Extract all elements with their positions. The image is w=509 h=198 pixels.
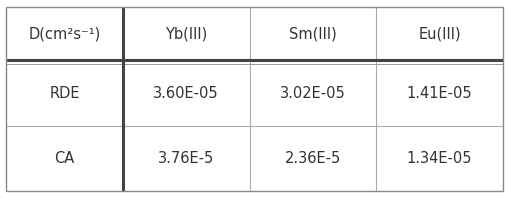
Text: D(cm²s⁻¹): D(cm²s⁻¹) — [29, 26, 101, 41]
Text: 3.02E-05: 3.02E-05 — [280, 86, 346, 101]
Text: 1.41E-05: 1.41E-05 — [407, 86, 472, 101]
Text: RDE: RDE — [49, 86, 80, 101]
Text: 3.60E-05: 3.60E-05 — [153, 86, 219, 101]
Text: Yb(III): Yb(III) — [165, 26, 207, 41]
Text: Sm(III): Sm(III) — [289, 26, 337, 41]
Text: Eu(III): Eu(III) — [418, 26, 461, 41]
Text: CA: CA — [54, 151, 75, 166]
Text: 2.36E-5: 2.36E-5 — [285, 151, 341, 166]
Text: 3.76E-5: 3.76E-5 — [158, 151, 214, 166]
Text: 1.34E-05: 1.34E-05 — [407, 151, 472, 166]
